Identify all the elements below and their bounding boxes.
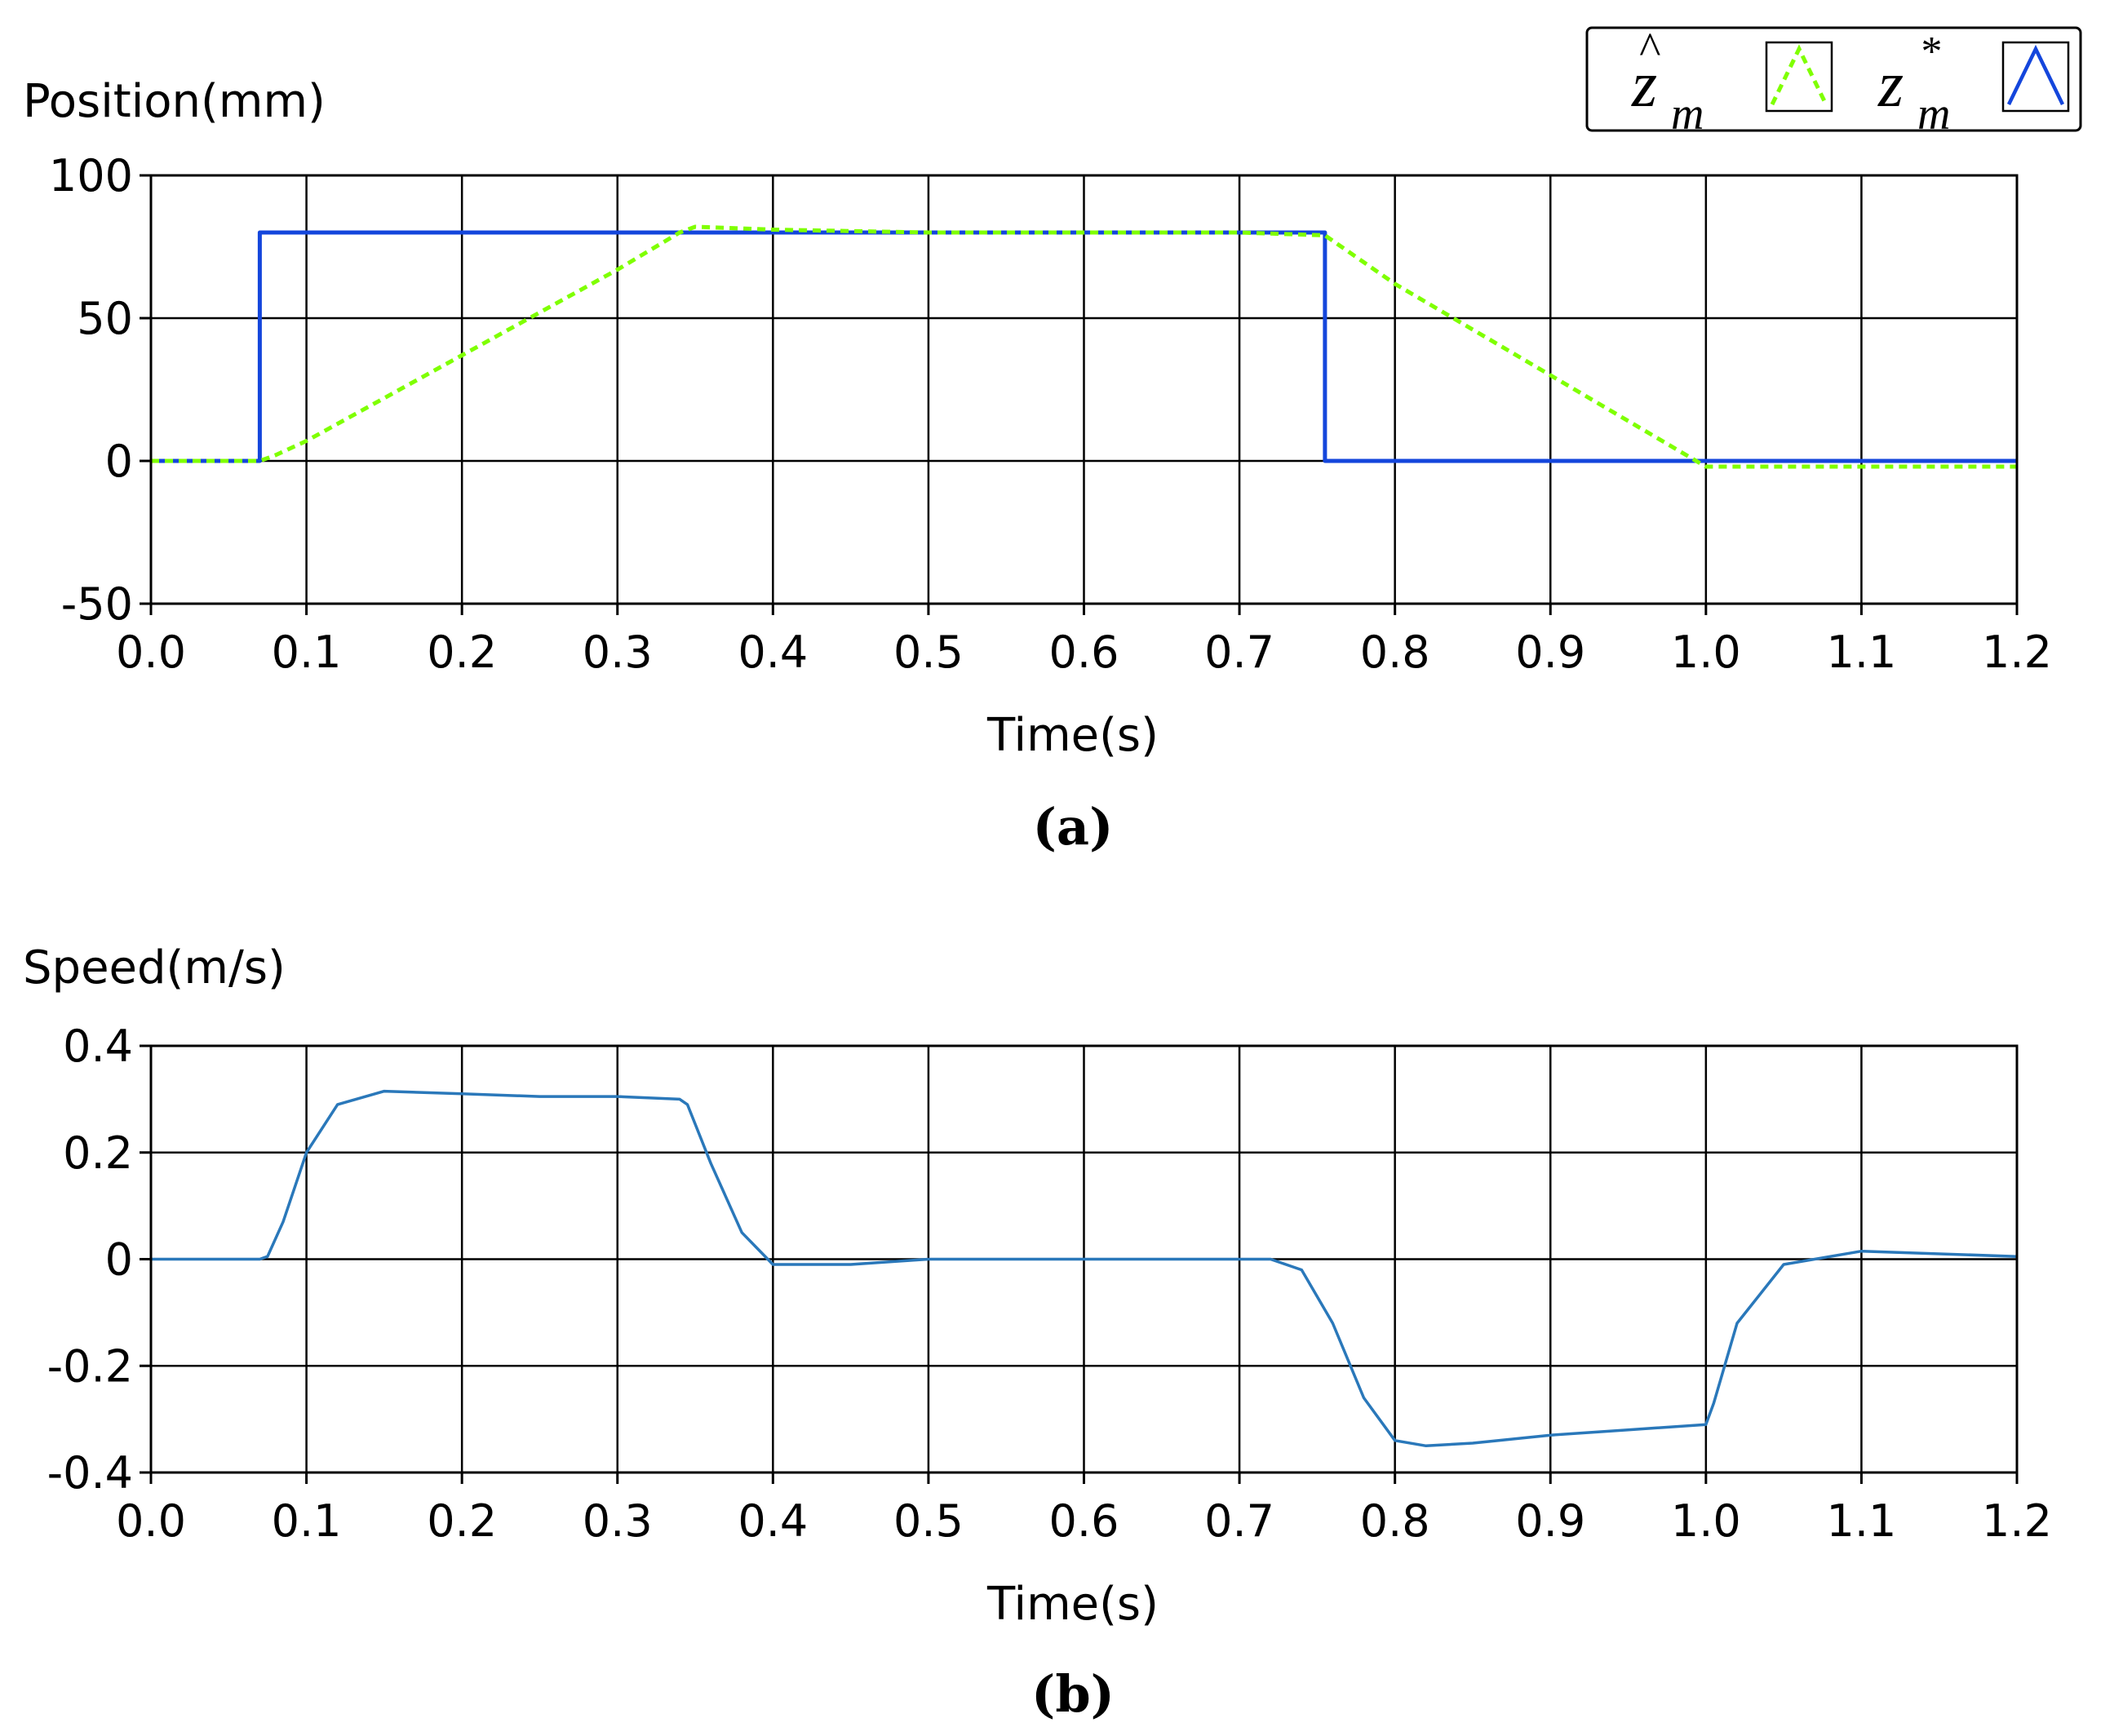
x-tick-label: 0.3: [583, 627, 653, 678]
position-grid: [149, 174, 2019, 605]
position-series-group: [151, 224, 2017, 469]
y-tick-label: -50: [61, 578, 133, 630]
x-tick-label: 1.2: [1982, 627, 2052, 678]
legend-symbol-subscript: m: [1917, 89, 1950, 140]
legend-swatch-frame: [1765, 41, 1833, 113]
position-chart: Position(mm) 0.0 0.1 0.2 0.3 0.4 0.5 0.6 0.7 0.8…: [23, 75, 2052, 857]
legend-frame: [1585, 26, 2082, 132]
y-tick-label: 100: [49, 150, 133, 202]
position-x-axis-title: Time(s): [986, 709, 1159, 762]
panel-label-b: (b): [1031, 1664, 1115, 1724]
speed-y-axis-title: Speed(m/s): [23, 941, 286, 994]
x-tick-label: 0.0: [116, 1495, 186, 1547]
x-tick-label: 1.0: [1671, 1495, 1741, 1547]
y-tick-label: 0: [105, 1234, 133, 1286]
y-tick-label: -0.4: [47, 1447, 133, 1499]
speed-series-line: [151, 1089, 2018, 1448]
x-tick-label: 0.3: [583, 1495, 653, 1547]
y-tick-label: -0.2: [47, 1340, 133, 1392]
x-tick-label: 0.2: [427, 627, 497, 678]
estimated-series-line: [151, 224, 2017, 469]
legend-symbol-accent: *: [1919, 29, 1940, 75]
speed-series-group: [151, 1089, 2018, 1448]
x-tick-label: 0.7: [1204, 627, 1274, 678]
legend-swatch-estimated-line: [1770, 44, 1828, 106]
legend-symbol-base: z: [1877, 49, 1904, 121]
y-tick-label: 50: [77, 293, 133, 344]
panel-label-a: (a): [1033, 797, 1114, 857]
speed-chart: Speed(m/s) 0.0 0.1 0.2 0.3 0.4 0.5 0.6 0.7 0.8 0.…: [23, 941, 2052, 1724]
x-tick-label: 0.6: [1049, 627, 1119, 678]
legend-swatch-frame: [2001, 41, 2070, 113]
x-tick-label: 0.0: [116, 627, 186, 678]
legend-symbol-subscript: m: [1671, 89, 1704, 140]
x-tick-label: 1.1: [1826, 1495, 1896, 1547]
x-tick-label: 0.4: [738, 627, 808, 678]
chart-legend: z ^ m z * m: [1585, 24, 2082, 140]
x-tick-label: 0.6: [1049, 1495, 1119, 1547]
x-tick-label: 1.0: [1671, 627, 1741, 678]
x-tick-label: 1.1: [1826, 627, 1896, 678]
position-ticks: 0.0 0.1 0.2 0.3 0.4 0.5 0.6 0.7 0.8 0.9 1.0 1.1 1.2 1…: [49, 150, 2052, 678]
x-tick-label: 0.7: [1204, 1495, 1274, 1547]
x-tick-label: 0.9: [1515, 627, 1585, 678]
x-tick-label: 0.1: [272, 1495, 342, 1547]
x-tick-label: 0.8: [1360, 1495, 1430, 1547]
speed-x-axis-title: Time(s): [986, 1578, 1159, 1631]
y-tick-label: 0.4: [63, 1021, 133, 1072]
x-tick-label: 1.2: [1982, 1495, 2052, 1547]
x-tick-label: 0.5: [893, 627, 964, 678]
speed-ticks: 0.0 0.1 0.2 0.3 0.4 0.5 0.6 0.7 0.8 0.9 1.0 1.1 1.2 0…: [47, 1021, 2052, 1547]
x-tick-label: 0.8: [1360, 627, 1430, 678]
legend-swatch-reference-line: [2006, 44, 2065, 105]
x-tick-label: 0.9: [1515, 1495, 1585, 1547]
legend-symbol-accent: ^: [1638, 24, 1660, 74]
y-tick-label: 0.2: [63, 1127, 133, 1179]
legend-entry-estimated: z ^ m: [1631, 24, 1833, 140]
position-y-axis-title: Position(mm): [23, 75, 326, 128]
legend-entry-reference: z * m: [1877, 29, 2070, 140]
x-tick-label: 0.1: [272, 627, 342, 678]
x-tick-label: 0.4: [738, 1495, 808, 1547]
legend-symbol-base: z: [1631, 49, 1657, 121]
y-tick-label: 0: [105, 436, 133, 487]
x-tick-label: 0.2: [427, 1495, 497, 1547]
x-tick-label: 0.5: [893, 1495, 964, 1547]
